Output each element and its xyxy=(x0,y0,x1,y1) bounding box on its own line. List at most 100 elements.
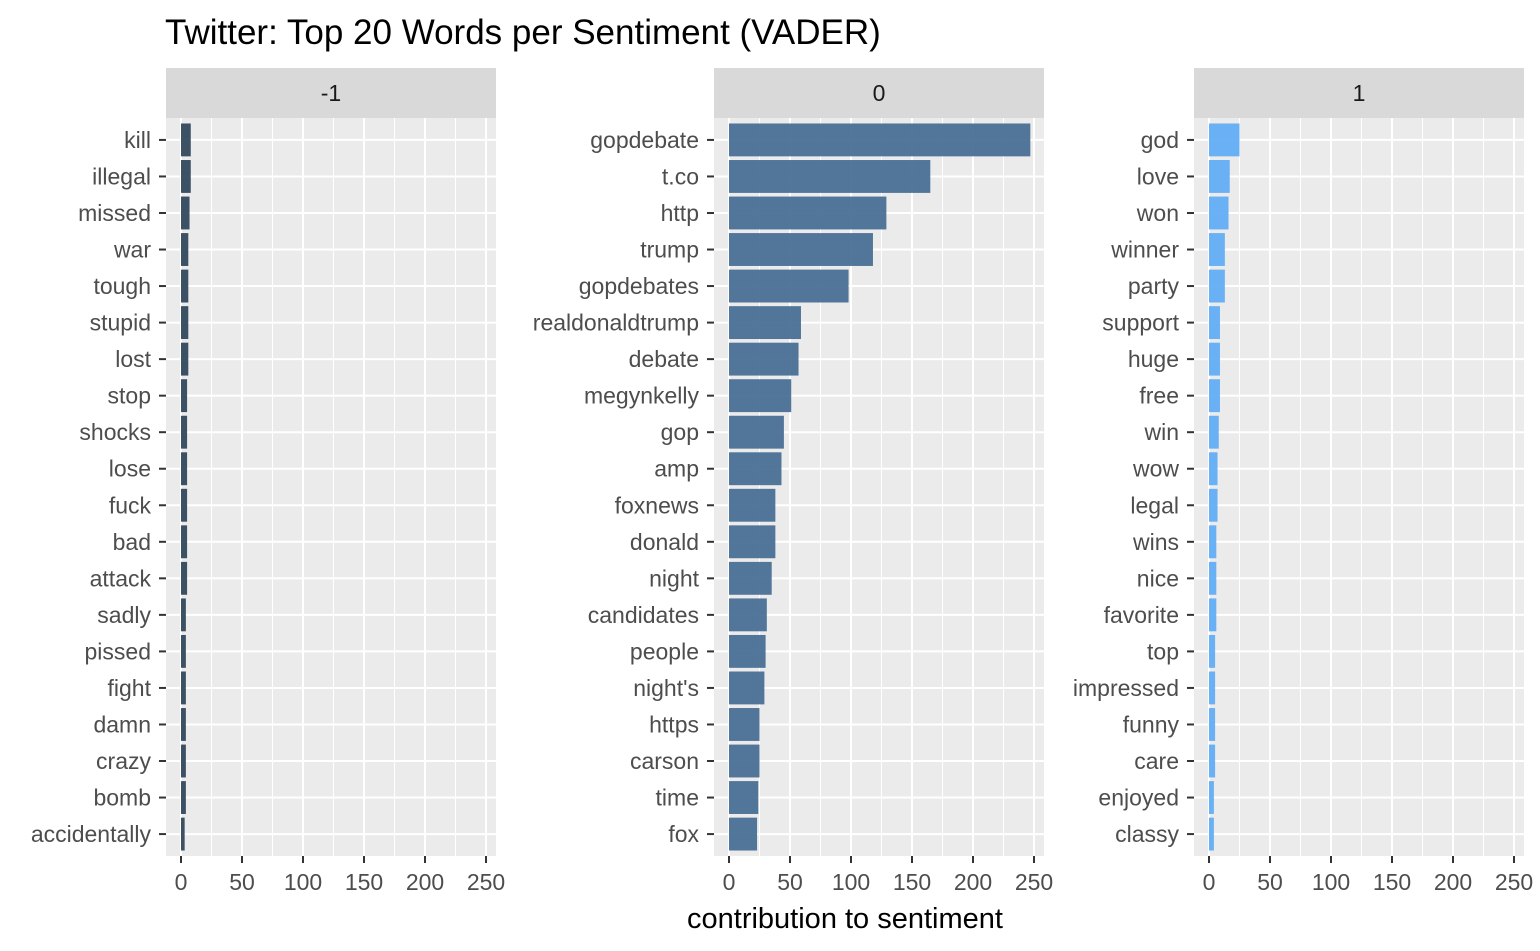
category-label: debate xyxy=(629,346,699,372)
category-label: win xyxy=(1143,419,1179,445)
x-tick-label: 100 xyxy=(1312,869,1350,895)
bar-foxnews xyxy=(729,488,776,522)
category-label: huge xyxy=(1128,346,1179,372)
facet-strip-label: 1 xyxy=(1353,80,1366,106)
category-label: wins xyxy=(1132,529,1179,555)
x-tick-label: 150 xyxy=(345,869,383,895)
category-label: free xyxy=(1139,383,1179,409)
facet-strip xyxy=(1194,68,1524,118)
x-tick-label: 0 xyxy=(723,869,736,895)
category-label: time xyxy=(656,785,699,811)
bar-kill xyxy=(181,123,191,157)
bar-winner xyxy=(1209,233,1225,266)
bar-gop xyxy=(729,415,784,449)
bar-pissed xyxy=(181,634,186,668)
category-label: night xyxy=(649,565,699,591)
facet-strip-label: 0 xyxy=(873,80,886,106)
bar-people xyxy=(729,634,766,668)
bar-attack xyxy=(181,561,188,595)
category-label: love xyxy=(1137,163,1179,189)
bar-legal xyxy=(1209,488,1218,522)
bar-enjoyed xyxy=(1209,781,1214,814)
category-label: megynkelly xyxy=(584,383,700,409)
x-tick-label: 50 xyxy=(777,869,803,895)
x-tick-label: 200 xyxy=(954,869,992,895)
bar-t.co xyxy=(729,160,931,193)
category-label: damn xyxy=(93,711,151,737)
bar-huge xyxy=(1209,342,1220,376)
category-label: donald xyxy=(630,529,699,555)
bar-funny xyxy=(1209,708,1216,741)
bar-party xyxy=(1209,269,1225,303)
panel-background xyxy=(1194,118,1524,856)
bar-impressed xyxy=(1209,671,1216,705)
category-label: lost xyxy=(115,346,151,372)
bar-candidates xyxy=(729,598,767,632)
x-tick-label: 100 xyxy=(284,869,322,895)
category-label: people xyxy=(630,638,699,664)
bar-gopdebate xyxy=(729,123,1031,157)
bar-night's xyxy=(729,671,765,705)
bar-realdonaldtrump xyxy=(729,306,801,340)
x-tick-label: 150 xyxy=(1373,869,1411,895)
bar-https xyxy=(729,708,760,741)
category-label: kill xyxy=(124,127,151,153)
category-label: impressed xyxy=(1073,675,1179,701)
category-label: stupid xyxy=(90,310,151,336)
category-label: missed xyxy=(78,200,151,226)
bar-war xyxy=(181,233,189,266)
category-label: wow xyxy=(1132,456,1179,482)
bar-trump xyxy=(729,233,873,266)
bar-crazy xyxy=(181,744,186,778)
bar-donald xyxy=(729,525,776,559)
facet-strip xyxy=(714,68,1044,118)
bar-bomb xyxy=(181,781,186,814)
category-label: enjoyed xyxy=(1098,785,1179,811)
bar-love xyxy=(1209,160,1230,193)
chart-title: Twitter: Top 20 Words per Sentiment (VAD… xyxy=(165,13,881,52)
category-label: fuck xyxy=(109,492,152,518)
category-label: winner xyxy=(1110,237,1179,263)
category-label: http xyxy=(661,200,699,226)
category-label: carson xyxy=(630,748,699,774)
bar-debate xyxy=(729,342,799,376)
facet-strip xyxy=(166,68,496,118)
category-label: top xyxy=(1147,638,1179,664)
x-tick-label: 200 xyxy=(1434,869,1472,895)
facet-strip-label: -1 xyxy=(321,80,341,106)
category-label: stop xyxy=(108,383,151,409)
bar-lost xyxy=(181,342,189,376)
bar-damn xyxy=(181,708,186,741)
bar-bad xyxy=(181,525,188,559)
x-tick-label: 50 xyxy=(1257,869,1283,895)
bar-god xyxy=(1209,123,1240,157)
bar-free xyxy=(1209,379,1220,413)
bar-tough xyxy=(181,269,189,303)
bar-won xyxy=(1209,196,1229,230)
category-label: classy xyxy=(1115,821,1179,847)
category-label: realdonaldtrump xyxy=(533,310,699,336)
category-label: bomb xyxy=(93,785,151,811)
category-label: t.co xyxy=(662,163,699,189)
bar-win xyxy=(1209,415,1219,449)
bar-stupid xyxy=(181,306,189,340)
bar-fox xyxy=(729,817,758,851)
category-label: fight xyxy=(108,675,152,701)
category-label: fox xyxy=(668,821,699,847)
category-label: lose xyxy=(109,456,151,482)
category-label: gopdebates xyxy=(579,273,699,299)
x-tick-label: 0 xyxy=(1203,869,1216,895)
bar-fight xyxy=(181,671,186,705)
category-label: gopdebate xyxy=(590,127,699,153)
x-tick-label: 0 xyxy=(175,869,188,895)
category-label: https xyxy=(649,711,699,737)
x-tick-label: 250 xyxy=(1495,869,1533,895)
category-label: won xyxy=(1136,200,1179,226)
category-label: tough xyxy=(93,273,151,299)
facet-2: 1 god love won winner party support huge free win… xyxy=(1073,68,1533,895)
category-label: nice xyxy=(1137,565,1179,591)
bar-wow xyxy=(1209,452,1218,486)
category-label: support xyxy=(1102,310,1179,336)
bar-shocks xyxy=(181,415,188,449)
